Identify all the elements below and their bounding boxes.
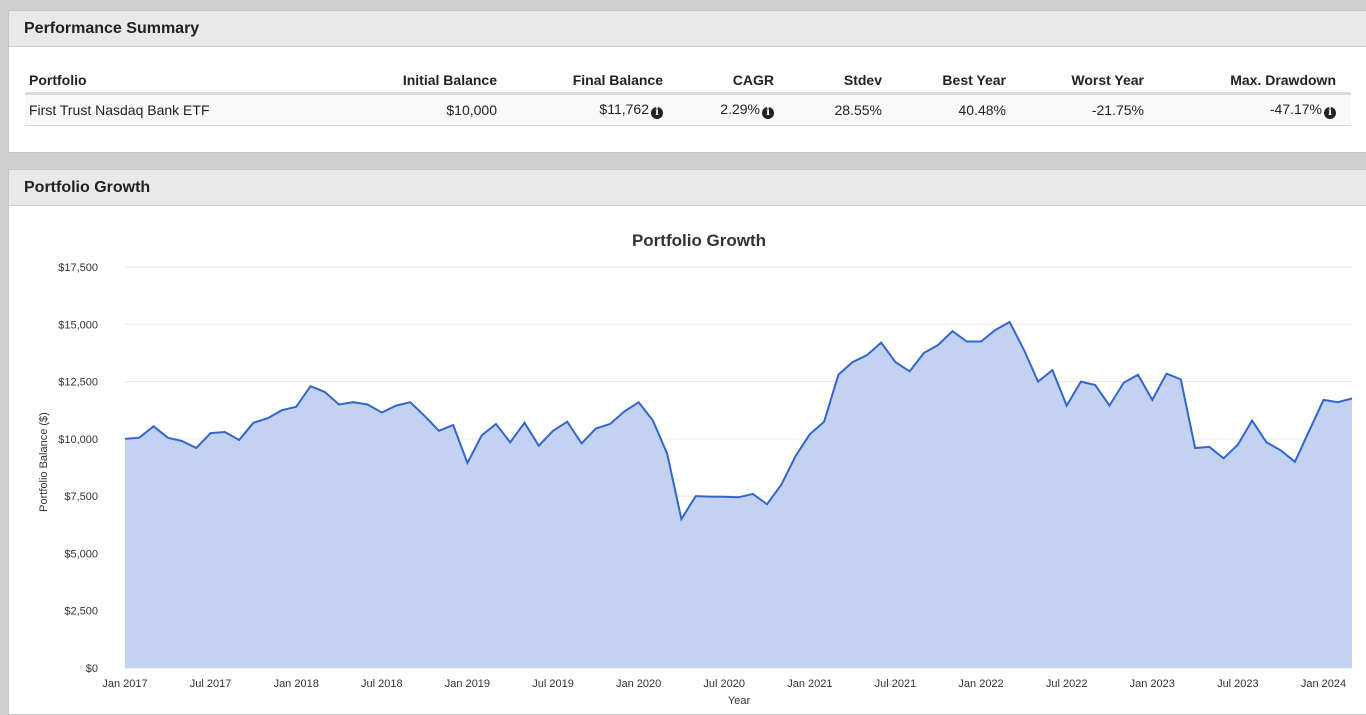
cell-max-drawdown: -47.17%	[1269, 101, 1322, 117]
x-tick-label: Jan 2019	[445, 678, 490, 690]
x-tick-label: Jan 2017	[102, 678, 147, 690]
col-extra	[1340, 65, 1351, 95]
performance-summary-title: Performance Summary	[9, 11, 1366, 47]
cell-final-balance: $11,762	[599, 101, 649, 117]
col-portfolio: Portfolio	[25, 65, 333, 95]
x-tick-label: Jul 2023	[1217, 678, 1259, 690]
x-tick-label: Jan 2023	[1130, 678, 1175, 690]
y-axis-label: Portfolio Balance ($)	[38, 412, 50, 512]
cell-cagr: 2.29%	[720, 101, 760, 117]
x-tick-label: Jan 2020	[616, 678, 661, 690]
x-tick-label: Jan 2022	[958, 678, 1003, 690]
x-tick-label: Jan 2021	[787, 678, 832, 690]
cell-extra	[1340, 93, 1351, 126]
x-axis-label: Year	[728, 695, 751, 707]
x-tick-label: Jan 2024	[1301, 678, 1346, 690]
cell-stdev: 28.55%	[778, 93, 886, 126]
col-cagr: CAGR	[667, 65, 778, 95]
cell-final-balance-wrap: $11,762 i	[501, 93, 667, 126]
y-tick-label: $7,500	[64, 491, 98, 503]
y-tick-label: $17,500	[58, 262, 98, 274]
y-tick-label: $10,000	[58, 434, 98, 446]
x-tick-label: Jul 2018	[361, 678, 403, 690]
cell-cagr-wrap: 2.29% i	[667, 93, 778, 126]
x-tick-label: Jul 2020	[703, 678, 745, 690]
table-row: First Trust Nasdaq Bank ETF $10,000 $11,…	[25, 93, 1351, 126]
info-icon[interactable]: i	[651, 107, 663, 119]
cell-portfolio: First Trust Nasdaq Bank ETF	[25, 93, 333, 126]
chart-title: Portfolio Growth	[632, 231, 766, 250]
x-tick-label: Jul 2017	[190, 678, 232, 690]
y-tick-label: $2,500	[64, 606, 98, 618]
portfolio-growth-chart: Portfolio Growth $0 $2,500 $5,000 $7,500 $10…	[38, 231, 1353, 707]
cell-initial-balance: $10,000	[333, 93, 501, 126]
x-tick-label: Jul 2019	[532, 678, 574, 690]
col-initial-balance: Initial Balance	[333, 65, 501, 95]
col-final-balance: Final Balance	[501, 65, 667, 95]
performance-summary-table: Portfolio Initial Balance Final Balance …	[25, 65, 1351, 126]
y-tick-label: $15,000	[58, 319, 98, 331]
cell-max-drawdown-wrap: -47.17% i	[1148, 93, 1340, 126]
series-area	[125, 322, 1352, 668]
y-tick-label: $0	[86, 663, 98, 675]
y-tick-label: $12,500	[58, 377, 98, 389]
series-line[interactable]	[124, 320, 1353, 522]
x-tick-label: Jan 2018	[274, 678, 319, 690]
y-tick-label: $5,000	[64, 548, 98, 560]
performance-summary-panel: Performance Summary Portfolio Initial Ba…	[8, 10, 1366, 153]
info-icon[interactable]: i	[762, 107, 774, 119]
col-max-drawdown: Max. Drawdown	[1148, 65, 1340, 95]
col-stdev: Stdev	[778, 65, 886, 95]
portfolio-growth-title: Portfolio Growth	[9, 170, 1366, 206]
cell-best-year: 40.48%	[886, 93, 1010, 126]
info-icon[interactable]: i	[1324, 107, 1336, 119]
table-header-row: Portfolio Initial Balance Final Balance …	[25, 65, 1351, 95]
col-worst-year: Worst Year	[1010, 65, 1148, 95]
x-tick-label: Jul 2022	[1046, 678, 1088, 690]
cell-worst-year: -21.75%	[1010, 93, 1148, 126]
x-tick-label: Jul 2021	[875, 678, 917, 690]
col-best-year: Best Year	[886, 65, 1010, 95]
